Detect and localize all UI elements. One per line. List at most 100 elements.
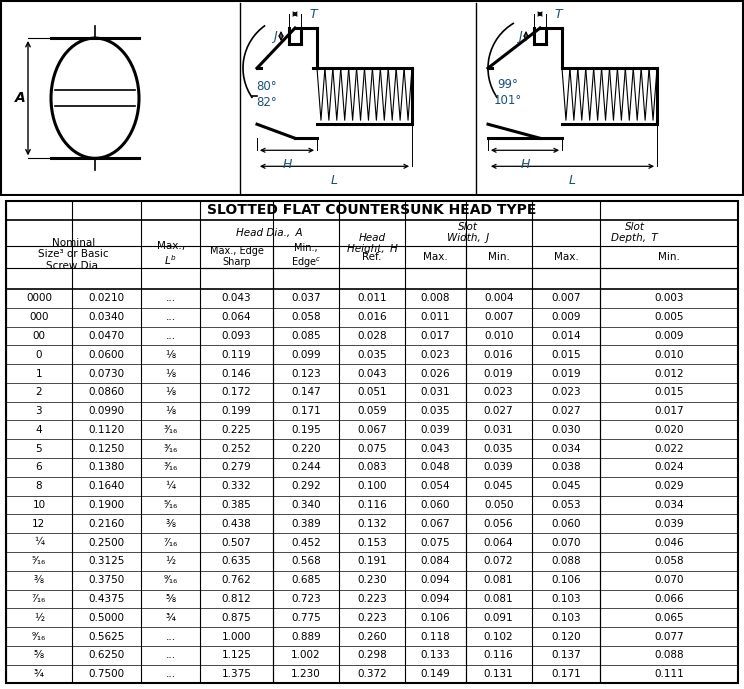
Text: 0.1900: 0.1900 [89, 500, 125, 510]
Text: 0.5000: 0.5000 [89, 613, 124, 623]
Text: 0.030: 0.030 [551, 425, 581, 435]
Text: 0.050: 0.050 [484, 500, 513, 510]
Text: Nominal
Size³ or Basic
Screw Dia.: Nominal Size³ or Basic Screw Dia. [39, 238, 109, 271]
Text: 0.075: 0.075 [357, 444, 387, 453]
Text: 0.009: 0.009 [655, 331, 684, 341]
Text: 0.372: 0.372 [357, 669, 387, 679]
Text: ...: ... [166, 650, 176, 660]
Text: 0.010: 0.010 [655, 350, 684, 360]
Text: 0.1120: 0.1120 [89, 425, 125, 435]
Text: 0.034: 0.034 [551, 444, 581, 453]
Text: 0.385: 0.385 [222, 500, 251, 510]
Text: 0.038: 0.038 [551, 462, 581, 473]
Text: ³⁄₁₆: ³⁄₁₆ [164, 444, 178, 453]
Text: 99°
101°: 99° 101° [494, 78, 522, 107]
Text: 0.332: 0.332 [222, 481, 251, 491]
Text: 0.070: 0.070 [551, 537, 581, 548]
Text: 0.452: 0.452 [291, 537, 321, 548]
Text: 0.199: 0.199 [222, 406, 251, 416]
Text: T: T [309, 8, 317, 21]
Text: L: L [331, 174, 338, 187]
Text: 1.000: 1.000 [222, 632, 251, 641]
Text: 0.099: 0.099 [292, 350, 321, 360]
Text: 0.2160: 0.2160 [89, 519, 125, 528]
Text: 0.015: 0.015 [655, 387, 684, 398]
Text: 0.017: 0.017 [655, 406, 684, 416]
Text: 0.022: 0.022 [655, 444, 684, 453]
Text: ⁵⁄₁₆: ⁵⁄₁₆ [164, 500, 178, 510]
Text: 0.762: 0.762 [222, 575, 251, 585]
Text: 8: 8 [36, 481, 42, 491]
Text: ...: ... [166, 294, 176, 303]
Text: Ref.: Ref. [362, 251, 382, 262]
Text: 0.0210: 0.0210 [89, 294, 125, 303]
Text: 1.230: 1.230 [291, 669, 321, 679]
Text: 0.1640: 0.1640 [89, 481, 125, 491]
Text: 0.016: 0.016 [484, 350, 513, 360]
Text: 0.1380: 0.1380 [89, 462, 125, 473]
Text: 0.149: 0.149 [420, 669, 450, 679]
Text: 0.019: 0.019 [551, 369, 581, 378]
Text: 0.153: 0.153 [357, 537, 387, 548]
Text: 0.056: 0.056 [484, 519, 513, 528]
Text: 1.125: 1.125 [222, 650, 251, 660]
Text: 0.191: 0.191 [357, 557, 387, 566]
Text: 0.103: 0.103 [551, 594, 581, 604]
Text: 0.083: 0.083 [357, 462, 387, 473]
Text: ⅛: ⅛ [166, 387, 176, 398]
Text: ⅛: ⅛ [166, 406, 176, 416]
Text: 0.043: 0.043 [222, 294, 251, 303]
Text: 0.225: 0.225 [222, 425, 251, 435]
Text: 0.011: 0.011 [420, 312, 450, 322]
Text: 0.072: 0.072 [484, 557, 513, 566]
Text: 0.5625: 0.5625 [89, 632, 125, 641]
Text: 0.046: 0.046 [655, 537, 684, 548]
Text: 2: 2 [36, 387, 42, 398]
Text: 0.123: 0.123 [291, 369, 321, 378]
Text: 0.035: 0.035 [357, 350, 387, 360]
Text: 0.003: 0.003 [655, 294, 684, 303]
Text: 0.0600: 0.0600 [89, 350, 124, 360]
Text: 0.889: 0.889 [291, 632, 321, 641]
Text: ⅜: ⅜ [166, 519, 176, 528]
Text: 0.230: 0.230 [357, 575, 387, 585]
Text: Max.,
$L^b$: Max., $L^b$ [156, 241, 185, 267]
Text: ...: ... [166, 669, 176, 679]
Text: 0.3750: 0.3750 [89, 575, 125, 585]
Text: ³⁄₁₆: ³⁄₁₆ [164, 425, 178, 435]
Text: 0.133: 0.133 [420, 650, 450, 660]
Text: 0.039: 0.039 [655, 519, 684, 528]
Text: ½: ½ [33, 613, 44, 623]
Text: 0.507: 0.507 [222, 537, 251, 548]
Text: 0.6250: 0.6250 [89, 650, 125, 660]
Text: Min.: Min. [488, 251, 510, 262]
Text: 0.111: 0.111 [655, 669, 684, 679]
Text: SLOTTED FLAT COUNTERSUNK HEAD TYPE: SLOTTED FLAT COUNTERSUNK HEAD TYPE [208, 203, 536, 217]
Text: 0.008: 0.008 [420, 294, 450, 303]
Text: Slot
Depth,  T: Slot Depth, T [612, 222, 658, 243]
Text: 0.039: 0.039 [420, 425, 450, 435]
Text: 0.106: 0.106 [420, 613, 450, 623]
Text: 1.002: 1.002 [292, 650, 321, 660]
Text: 0.081: 0.081 [484, 594, 513, 604]
Text: 0.120: 0.120 [551, 632, 581, 641]
Text: 0.027: 0.027 [484, 406, 513, 416]
Text: 0.260: 0.260 [357, 632, 387, 641]
Text: 00: 00 [33, 331, 45, 341]
Text: ⁹⁄₁₆: ⁹⁄₁₆ [32, 632, 46, 641]
Text: 0.292: 0.292 [291, 481, 321, 491]
Text: L: L [569, 174, 576, 187]
Text: 0.091: 0.091 [484, 613, 513, 623]
Text: 0.060: 0.060 [420, 500, 450, 510]
Text: ³⁄₁₆: ³⁄₁₆ [164, 462, 178, 473]
Text: 0.064: 0.064 [222, 312, 251, 322]
Text: 0.244: 0.244 [291, 462, 321, 473]
Text: 0.223: 0.223 [357, 594, 387, 604]
Text: 0.1250: 0.1250 [89, 444, 125, 453]
Text: 0.7500: 0.7500 [89, 669, 125, 679]
Text: Max., Edge
Sharp: Max., Edge Sharp [210, 246, 263, 267]
Text: 0.389: 0.389 [291, 519, 321, 528]
Text: 3: 3 [36, 406, 42, 416]
Text: 0.035: 0.035 [420, 406, 450, 416]
Text: 6: 6 [36, 462, 42, 473]
